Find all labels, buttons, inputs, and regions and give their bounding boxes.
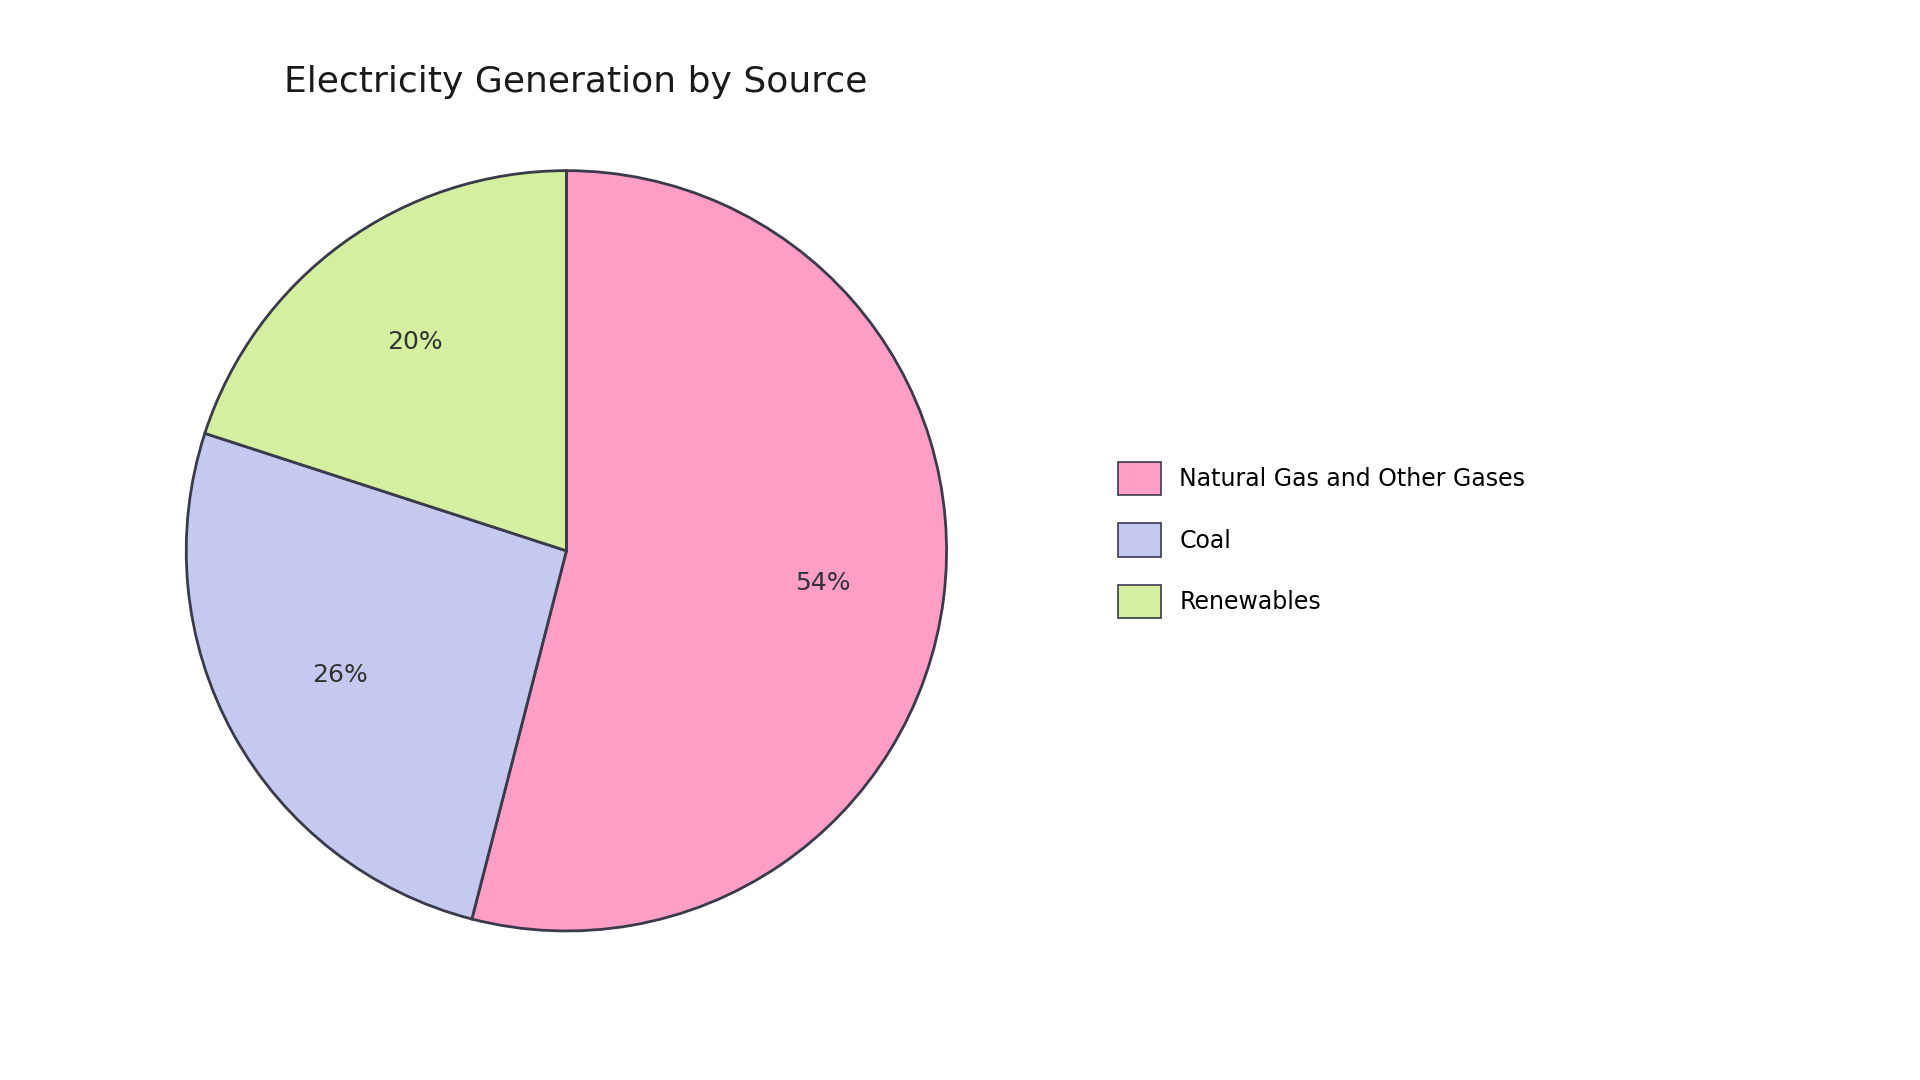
Text: Electricity Generation by Source: Electricity Generation by Source (284, 65, 868, 98)
Text: 54%: 54% (795, 571, 851, 595)
Text: 26%: 26% (311, 663, 369, 687)
Wedge shape (205, 171, 566, 551)
Wedge shape (472, 171, 947, 931)
Legend: Natural Gas and Other Gases, Coal, Renewables: Natural Gas and Other Gases, Coal, Renew… (1106, 449, 1538, 631)
Text: 20%: 20% (386, 329, 442, 353)
Wedge shape (186, 433, 566, 919)
